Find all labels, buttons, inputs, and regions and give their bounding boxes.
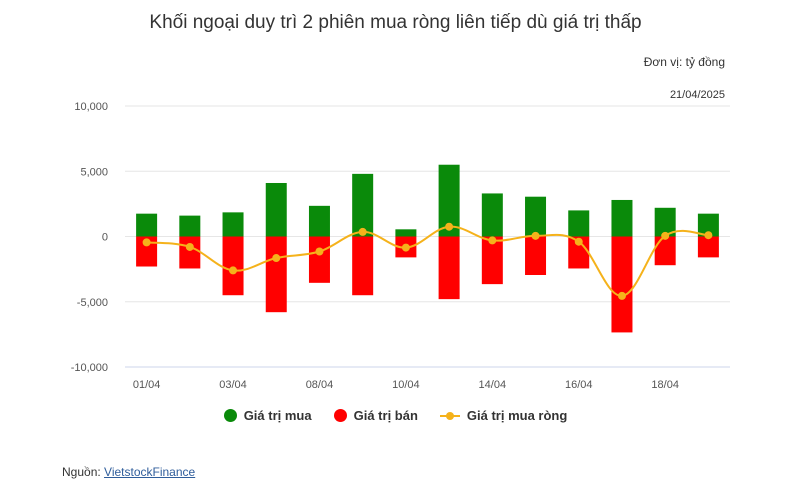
legend-item-net[interactable]: Giá trị mua ròng bbox=[439, 408, 568, 423]
net-point bbox=[617, 291, 626, 300]
y-tick-label: 5,000 bbox=[80, 166, 108, 178]
chart-legend: Giá trị mua Giá trị bán Giá trị mua ròng bbox=[0, 408, 791, 423]
bar-sell bbox=[654, 236, 676, 266]
x-tick-label: 10/04 bbox=[392, 379, 420, 391]
bar-buy bbox=[481, 193, 503, 237]
net-point bbox=[531, 231, 540, 240]
net-point bbox=[488, 236, 497, 245]
bar-sell bbox=[136, 236, 158, 267]
bar-buy bbox=[222, 212, 244, 237]
net-point bbox=[661, 231, 670, 240]
y-tick-label: 10,000 bbox=[74, 101, 108, 113]
legend-green-dot-icon bbox=[223, 409, 237, 422]
net-point bbox=[574, 237, 583, 246]
x-tick-label: 08/04 bbox=[306, 379, 334, 391]
bar-buy bbox=[568, 210, 590, 237]
net-point bbox=[229, 266, 238, 275]
bar-sell bbox=[352, 236, 374, 296]
net-point bbox=[358, 227, 367, 236]
x-tick-label: 16/04 bbox=[565, 379, 593, 391]
net-point bbox=[185, 242, 194, 251]
y-tick-label: -10,000 bbox=[71, 362, 108, 374]
chart-plot: 10,000 5,000 0 -5,000 -10,000 01/04 03/04 08/04… bbox=[71, 101, 730, 391]
source-link[interactable]: VietstockFinance bbox=[104, 465, 196, 479]
bar-buy bbox=[308, 205, 330, 237]
bar-buy bbox=[697, 213, 719, 237]
bar-buy bbox=[525, 196, 547, 237]
net-point bbox=[401, 243, 410, 252]
x-tick-label: 18/04 bbox=[651, 379, 679, 391]
y-tick-label: 0 bbox=[102, 232, 108, 244]
legend-item-sell[interactable]: Giá trị bán bbox=[333, 408, 418, 423]
bar-sell bbox=[222, 236, 244, 296]
legend-label-buy: Giá trị mua bbox=[243, 408, 312, 423]
x-tick-label: 01/04 bbox=[133, 379, 161, 391]
source-line: Nguồn: VietstockFinance bbox=[62, 465, 195, 479]
x-tick-label: 03/04 bbox=[219, 379, 247, 391]
net-point bbox=[445, 222, 454, 231]
net-point bbox=[142, 238, 151, 247]
legend-red-dot-icon bbox=[333, 409, 347, 422]
bar-sell bbox=[611, 236, 633, 333]
chart-title: Khối ngoại duy trì 2 phiên mua ròng liên… bbox=[149, 12, 642, 33]
bar-buy bbox=[611, 199, 633, 237]
bar-sell bbox=[438, 236, 460, 300]
bar-buy bbox=[179, 215, 201, 237]
date-label: 21/04/2025 bbox=[669, 89, 725, 101]
bar-sell bbox=[525, 236, 547, 275]
bar-buy bbox=[395, 229, 417, 237]
unit-label: Đơn vị: tỷ đồng bbox=[643, 55, 725, 69]
legend-line-marker-icon bbox=[439, 410, 460, 422]
bar-sell bbox=[481, 236, 503, 285]
bar-buy bbox=[438, 164, 460, 237]
bar-sell bbox=[568, 236, 590, 269]
bar-sell bbox=[308, 236, 330, 283]
x-tick-label: 14/04 bbox=[479, 379, 507, 391]
net-point bbox=[704, 231, 713, 240]
bar-buy bbox=[654, 207, 676, 237]
legend-label-sell: Giá trị bán bbox=[353, 408, 418, 423]
net-point bbox=[272, 254, 281, 263]
bar-sell bbox=[179, 236, 201, 269]
source-label: Nguồn: bbox=[62, 465, 105, 479]
y-tick-label: -5,000 bbox=[77, 297, 108, 309]
legend-item-buy[interactable]: Giá trị mua bbox=[223, 408, 312, 423]
bar-buy bbox=[352, 173, 374, 237]
bar-sell bbox=[265, 236, 287, 313]
net-point bbox=[315, 247, 324, 256]
bar-buy bbox=[265, 182, 287, 237]
bar-sell bbox=[697, 236, 719, 258]
legend-label-net: Giá trị mua ròng bbox=[466, 408, 568, 423]
bar-buy bbox=[136, 213, 158, 237]
